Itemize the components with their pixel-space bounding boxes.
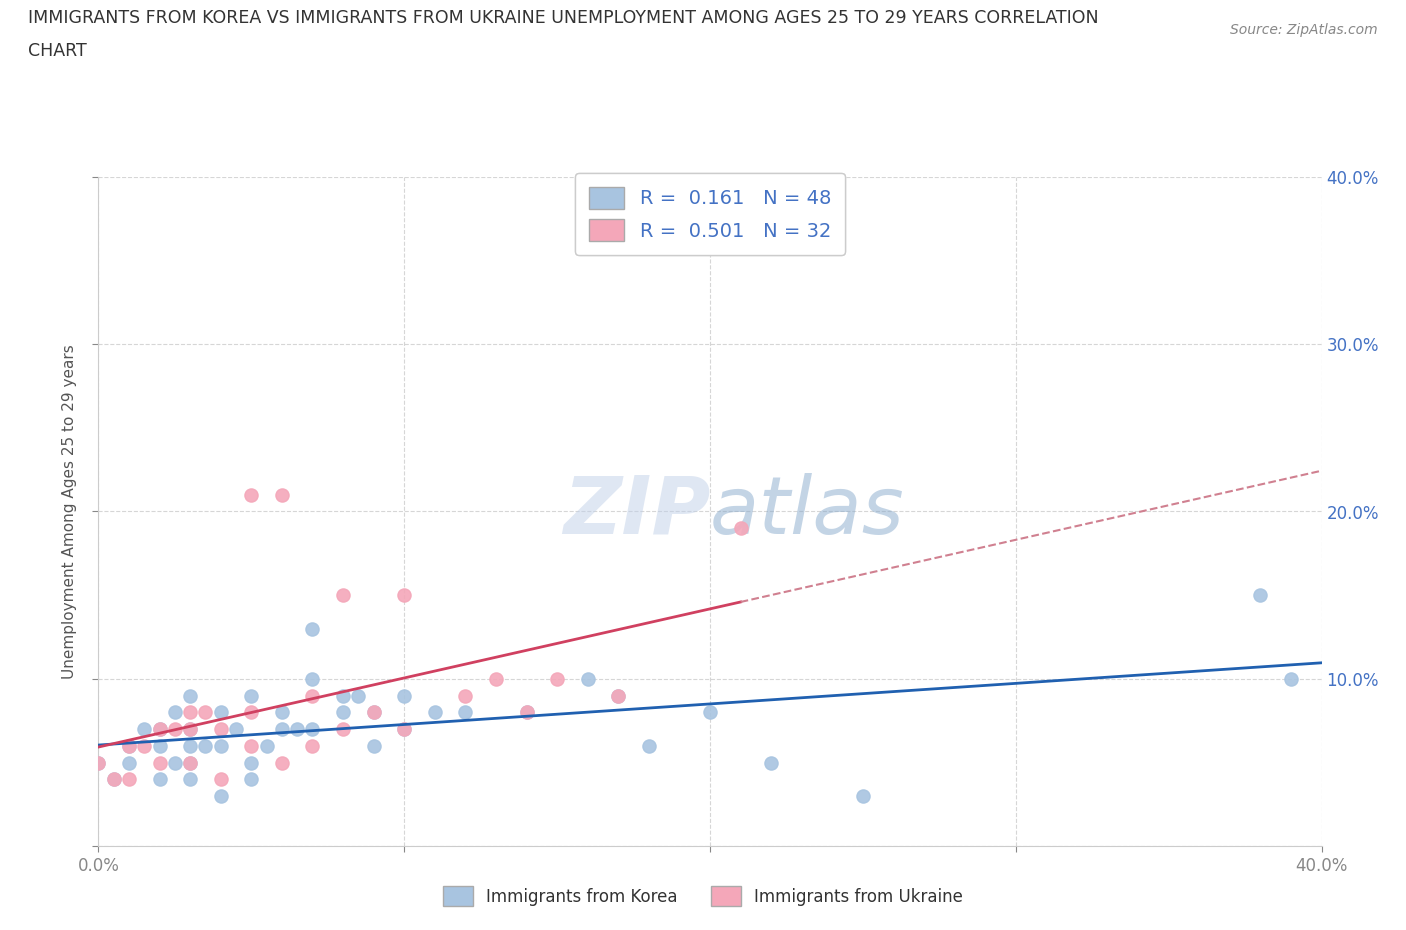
Point [546, 671, 568, 686]
Text: CHART: CHART [28, 42, 87, 60]
Point [516, 705, 538, 720]
Point [454, 705, 477, 720]
Point [332, 688, 354, 703]
Point [134, 722, 156, 737]
Point [209, 705, 232, 720]
Point [134, 738, 156, 753]
Point [423, 705, 446, 720]
Point [179, 738, 201, 753]
Point [301, 722, 323, 737]
Point [194, 738, 217, 753]
Point [194, 705, 217, 720]
Point [485, 671, 508, 686]
Point [149, 772, 172, 787]
Point [852, 789, 875, 804]
Point [730, 521, 752, 536]
Point [103, 772, 125, 787]
Point [179, 755, 201, 770]
Point [699, 705, 721, 720]
Point [347, 688, 370, 703]
Point [149, 738, 172, 753]
Text: IMMIGRANTS FROM KOREA VS IMMIGRANTS FROM UKRAINE UNEMPLOYMENT AMONG AGES 25 TO 2: IMMIGRANTS FROM KOREA VS IMMIGRANTS FROM… [28, 9, 1098, 27]
Point [118, 755, 141, 770]
Point [179, 688, 201, 703]
Point [163, 705, 186, 720]
Point [301, 738, 323, 753]
Point [179, 772, 201, 787]
Legend: Immigrants from Korea, Immigrants from Ukraine: Immigrants from Korea, Immigrants from U… [436, 880, 970, 912]
Point [363, 738, 385, 753]
Point [270, 487, 292, 502]
Point [607, 688, 630, 703]
Point [270, 755, 292, 770]
Point [163, 755, 186, 770]
Point [301, 688, 323, 703]
Point [118, 772, 141, 787]
Point [149, 755, 172, 770]
Point [301, 621, 323, 636]
Point [240, 772, 263, 787]
Point [240, 755, 263, 770]
Point [209, 722, 232, 737]
Point [179, 755, 201, 770]
Point [332, 588, 354, 603]
Point [516, 705, 538, 720]
Text: Source: ZipAtlas.com: Source: ZipAtlas.com [1230, 23, 1378, 37]
Point [87, 755, 110, 770]
Point [103, 772, 125, 787]
Point [149, 722, 172, 737]
Legend: R =  0.161   N = 48, R =  0.501   N = 32: R = 0.161 N = 48, R = 0.501 N = 32 [575, 173, 845, 255]
Text: atlas: atlas [710, 472, 905, 551]
Point [225, 722, 247, 737]
Point [363, 705, 385, 720]
Point [209, 738, 232, 753]
Point [576, 671, 599, 686]
Point [149, 722, 172, 737]
Point [179, 722, 201, 737]
Point [270, 705, 292, 720]
Point [332, 705, 354, 720]
Point [87, 755, 110, 770]
Point [301, 671, 323, 686]
Point [240, 487, 263, 502]
Point [607, 688, 630, 703]
Point [637, 738, 661, 753]
Point [363, 705, 385, 720]
Point [392, 688, 416, 703]
Point [392, 722, 416, 737]
Point [759, 755, 782, 770]
Point [332, 722, 354, 737]
Point [454, 688, 477, 703]
Point [240, 705, 263, 720]
Point [285, 722, 308, 737]
Point [118, 738, 141, 753]
Point [1249, 588, 1271, 603]
Point [209, 789, 232, 804]
Point [270, 722, 292, 737]
Text: ZIP: ZIP [562, 472, 710, 551]
Point [118, 738, 141, 753]
Point [256, 738, 278, 753]
Point [163, 722, 186, 737]
Point [392, 588, 416, 603]
Point [179, 722, 201, 737]
Y-axis label: Unemployment Among Ages 25 to 29 years: Unemployment Among Ages 25 to 29 years [62, 344, 77, 679]
Point [240, 738, 263, 753]
Point [1279, 671, 1302, 686]
Point [240, 688, 263, 703]
Point [392, 722, 416, 737]
Point [209, 772, 232, 787]
Point [179, 705, 201, 720]
